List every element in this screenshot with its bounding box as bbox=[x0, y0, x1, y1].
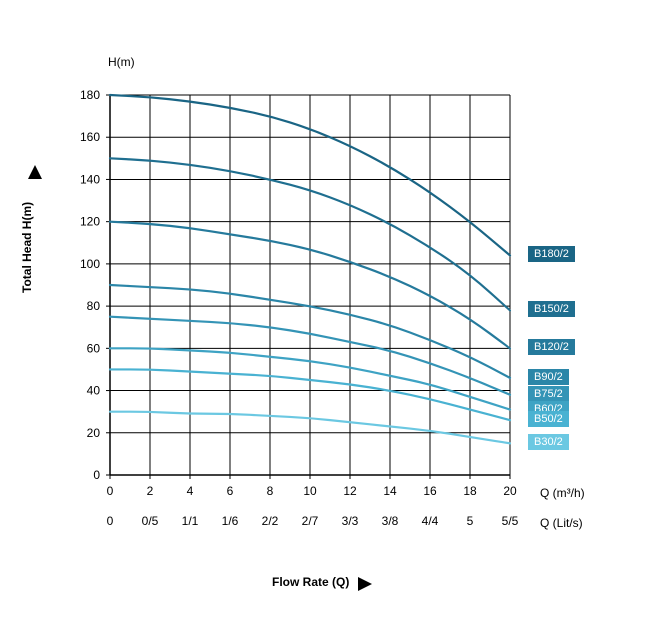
x-tick-label-lits: 1/1 bbox=[182, 514, 199, 528]
x-tick-label-lits: 0/5 bbox=[142, 514, 159, 528]
x-unit-m3h: Q (m³/h) bbox=[540, 486, 585, 500]
series-tag-b30-2: B30/2 bbox=[528, 434, 569, 450]
pump-curve-chart: H(m) Total Head H(m) 0204060801001201401… bbox=[0, 0, 667, 630]
x-tick-label-m3h: 10 bbox=[303, 484, 317, 498]
x-tick-label-lits: 3/8 bbox=[382, 514, 399, 528]
x-tick-label-lits: 2/2 bbox=[262, 514, 279, 528]
x-tick-label-lits: 3/3 bbox=[342, 514, 359, 528]
y-axis-title: Total Head H(m) bbox=[20, 202, 34, 293]
x-tick-label-lits: 1/6 bbox=[222, 514, 239, 528]
x-tick-label-lits: 4/4 bbox=[422, 514, 439, 528]
x-tick-label-lits: 0 bbox=[107, 514, 114, 528]
x-tick-label-m3h: 8 bbox=[267, 484, 274, 498]
x-unit-lits: Q (Lit/s) bbox=[540, 516, 583, 530]
x-tick-label-m3h: 12 bbox=[343, 484, 357, 498]
series-tag-b50-2: B50/2 bbox=[528, 411, 569, 427]
x-tick-label-m3h: 18 bbox=[463, 484, 477, 498]
y-tick-label: 60 bbox=[87, 341, 101, 355]
x-tick-label-m3h: 14 bbox=[383, 484, 397, 498]
y-tick-label: 20 bbox=[87, 426, 101, 440]
y-tick-label: 180 bbox=[80, 88, 100, 102]
y-tick-label: 80 bbox=[87, 299, 101, 313]
y-tick-label: 120 bbox=[80, 215, 100, 229]
series-tag-b180-2: B180/2 bbox=[528, 246, 575, 262]
y-tick-label: 40 bbox=[87, 384, 101, 398]
series-tag-b90-2: B90/2 bbox=[528, 369, 569, 385]
x-tick-label-lits: 5/5 bbox=[502, 514, 519, 528]
y-tick-label: 160 bbox=[80, 130, 100, 144]
x-tick-label-m3h: 2 bbox=[147, 484, 154, 498]
x-tick-label-m3h: 4 bbox=[187, 484, 194, 498]
y-unit-top: H(m) bbox=[108, 55, 135, 69]
x-axis-title: Flow Rate (Q) bbox=[272, 575, 349, 589]
y-axis-arrow-icon bbox=[28, 165, 42, 179]
x-tick-label-m3h: 0 bbox=[107, 484, 114, 498]
x-tick-label-m3h: 16 bbox=[423, 484, 437, 498]
y-tick-label: 100 bbox=[80, 257, 100, 271]
series-tag-b120-2: B120/2 bbox=[528, 339, 575, 355]
x-axis-arrow-icon bbox=[358, 577, 372, 591]
series-tag-b150-2: B150/2 bbox=[528, 301, 575, 317]
y-tick-label: 140 bbox=[80, 172, 100, 186]
x-tick-label-m3h: 6 bbox=[227, 484, 234, 498]
x-tick-label-lits: 5 bbox=[467, 514, 474, 528]
x-tick-label-m3h: 20 bbox=[503, 484, 517, 498]
y-tick-label: 0 bbox=[93, 468, 100, 482]
x-tick-label-lits: 2/7 bbox=[302, 514, 319, 528]
series-tag-b75-2: B75/2 bbox=[528, 386, 569, 402]
